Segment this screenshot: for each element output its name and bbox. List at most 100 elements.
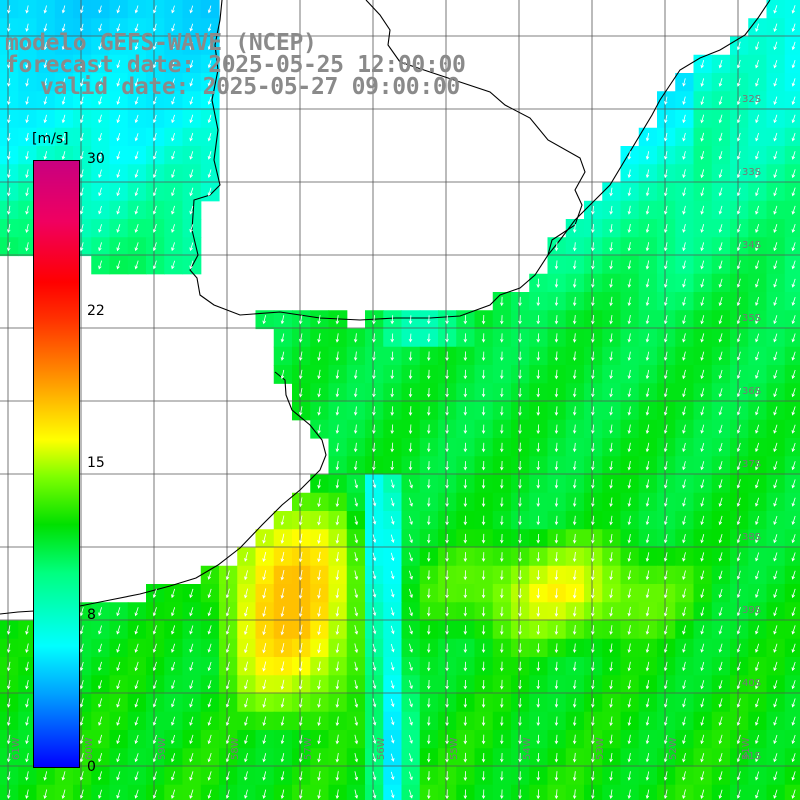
wind-arrow	[134, 114, 139, 124]
wind-arrow	[755, 643, 760, 653]
wind-arrow	[682, 588, 686, 599]
wind-cell	[164, 584, 184, 603]
wind-cell	[711, 73, 731, 92]
wind-cell	[730, 511, 749, 530]
wind-arrow	[463, 533, 468, 544]
wind-arrow	[663, 570, 668, 581]
wind-arrow	[682, 78, 686, 87]
wind-arrow	[518, 315, 522, 325]
wind-arrow	[791, 59, 796, 69]
wind-arrow	[116, 169, 121, 179]
wind-arrow	[427, 698, 431, 708]
wind-arrow	[682, 132, 686, 142]
wind-arrow	[7, 41, 11, 51]
wind-arrow	[390, 753, 395, 762]
wind-arrow	[7, 242, 11, 252]
lat-label: 39S	[742, 605, 762, 616]
wind-arrow	[280, 588, 285, 599]
wind-arrow	[572, 260, 577, 270]
wind-arrow	[536, 624, 541, 636]
wind-arrow	[189, 78, 194, 87]
wind-arrow	[718, 424, 723, 434]
wind-arrow	[645, 789, 650, 800]
wind-arrow	[134, 41, 139, 51]
wind-arrow	[463, 771, 468, 781]
wind-arrow	[536, 424, 541, 435]
coastline-north	[547, 0, 771, 256]
wind-arrow	[718, 333, 723, 343]
wind-arrow	[409, 698, 413, 708]
wind-arrow	[280, 533, 285, 544]
wind-arrow	[98, 169, 102, 178]
wind-arrow	[409, 534, 413, 544]
wind-arrow	[755, 23, 759, 33]
wind-cell	[127, 711, 147, 731]
wind-arrow	[189, 132, 194, 142]
wind-cell	[748, 675, 768, 695]
wind-arrow	[718, 680, 723, 690]
wind-arrow	[244, 679, 248, 690]
wind-arrow	[207, 588, 212, 599]
wind-arrow	[353, 442, 358, 453]
wind-arrow	[791, 406, 796, 416]
wind-cell	[730, 73, 749, 92]
wind-arrow	[572, 461, 577, 471]
wind-arrow	[43, 78, 48, 87]
wind-arrow	[427, 406, 431, 416]
wind-arrow	[79, 698, 84, 708]
wind-arrow	[554, 424, 559, 435]
wind-arrow	[463, 424, 468, 434]
wind-arrow	[736, 315, 741, 325]
wind-arrow	[79, 224, 84, 233]
wind-arrow	[609, 424, 613, 434]
wind-arrow	[152, 680, 157, 690]
wind-arrow	[134, 753, 139, 763]
wind-arrow	[645, 552, 650, 562]
wind-arrow	[335, 643, 340, 654]
wind-arrow	[317, 643, 321, 654]
wind-arrow	[609, 479, 613, 489]
wind-arrow	[736, 497, 741, 507]
wind-arrow	[609, 533, 613, 544]
wind-arrow	[207, 78, 212, 87]
wind-cell	[784, 365, 800, 384]
wind-arrow	[572, 424, 577, 434]
wind-arrow	[463, 679, 468, 690]
wind-arrow	[134, 223, 139, 233]
wind-arrow	[134, 151, 139, 160]
wind-arrow	[554, 570, 559, 581]
wind-arrow	[481, 460, 486, 471]
wind-arrow	[445, 315, 449, 325]
wind-arrow	[372, 516, 377, 525]
wind-arrow	[427, 333, 431, 343]
wind-arrow	[736, 479, 741, 489]
wind-arrow	[225, 734, 230, 745]
wind-arrow	[718, 132, 723, 142]
wind-cell	[730, 54, 749, 74]
wind-arrow	[682, 169, 686, 179]
wind-arrow	[244, 643, 248, 654]
lat-label: 41S	[742, 751, 762, 762]
wind-arrow	[518, 406, 522, 416]
wind-arrow	[755, 223, 760, 233]
lon-label: 60W	[84, 737, 95, 760]
wind-arrow	[171, 260, 176, 270]
wind-arrow	[736, 625, 741, 635]
wind-arrow	[645, 205, 650, 215]
wind-cell	[711, 730, 731, 749]
wind-arrow	[298, 643, 303, 654]
wind-arrow	[463, 479, 468, 489]
wind-arrow	[134, 698, 139, 708]
wind-arrow	[755, 734, 760, 745]
wind-cell	[182, 675, 202, 695]
wind-arrow	[43, 96, 47, 105]
wind-arrow	[189, 789, 194, 799]
wind-arrow	[536, 497, 541, 508]
wind-arrow	[116, 753, 121, 763]
wind-arrow	[518, 661, 522, 672]
wind-cell	[127, 620, 147, 640]
wind-arrow	[572, 296, 577, 307]
wind-arrow	[225, 661, 230, 672]
wind-arrow	[736, 114, 741, 124]
wind-arrow	[682, 242, 686, 252]
